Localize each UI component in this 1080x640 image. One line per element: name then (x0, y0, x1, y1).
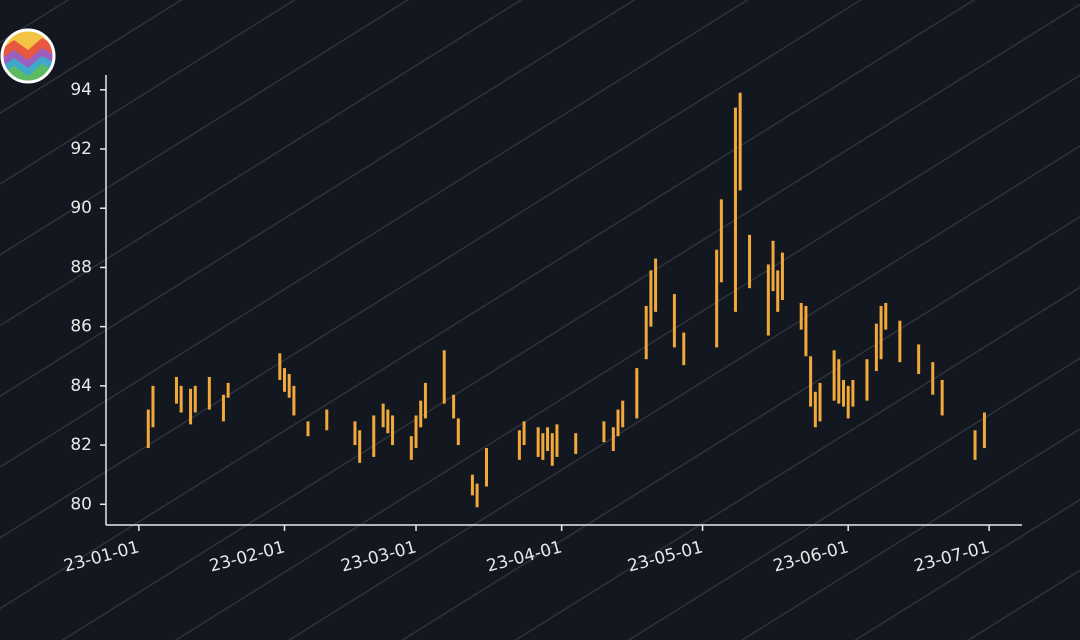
range-bar (372, 415, 376, 457)
range-bar (982, 412, 986, 449)
range-bar (536, 427, 540, 457)
range-bar (442, 350, 446, 404)
range-bar (748, 234, 752, 289)
x-tick-label: 23-03-01 (339, 537, 419, 576)
x-tick-label: 23-04-01 (485, 537, 565, 576)
range-bar (799, 302, 803, 330)
range-bar (226, 382, 230, 398)
range-bar (832, 350, 836, 401)
range-bar (386, 409, 390, 434)
range-bar (771, 240, 775, 292)
y-tick-label: 92 (70, 139, 92, 159)
range-bar (809, 356, 813, 407)
range-bar (555, 424, 559, 457)
range-bar (278, 353, 282, 380)
y-tick-label: 88 (70, 257, 92, 277)
x-tick-label: 23-06-01 (771, 537, 851, 576)
x-tick-label: 23-07-01 (912, 537, 992, 576)
range-bar (851, 379, 855, 407)
range-bar (452, 394, 456, 419)
logo (0, 28, 56, 84)
range-bar (649, 270, 653, 327)
range-bar (672, 294, 676, 348)
range-bar (682, 332, 686, 366)
range-bar (470, 474, 474, 496)
range-bar (931, 362, 935, 395)
range-bar (635, 368, 639, 419)
range-bar (146, 409, 150, 449)
range-bar (846, 385, 850, 419)
range-bar (381, 403, 385, 428)
range-bar (780, 252, 784, 300)
range-bar (174, 376, 178, 404)
range-bar (884, 302, 888, 330)
range-bar (358, 430, 362, 463)
x-tick-label: 23-01-01 (62, 537, 142, 576)
range-bar (917, 344, 921, 375)
range-bar (517, 430, 521, 460)
range-bar (818, 382, 822, 422)
range-bar (973, 430, 977, 460)
range-bar (522, 421, 526, 446)
range-bar (287, 374, 291, 398)
range-bar (874, 323, 878, 372)
range-bar (616, 409, 620, 437)
range-bar (391, 415, 395, 446)
range-bar (940, 379, 944, 416)
range-bar (221, 394, 225, 422)
range-bar (733, 107, 737, 312)
y-tick-label: 94 (70, 80, 92, 100)
y-tick-label: 84 (70, 376, 92, 396)
range-bar (621, 400, 625, 428)
y-tick-label: 82 (70, 435, 92, 455)
range-bar (813, 391, 817, 428)
range-bar (738, 92, 742, 191)
range-bar (898, 320, 902, 363)
range-bar (719, 199, 723, 283)
x-tick-label: 23-02-01 (207, 537, 287, 576)
range-bar (189, 388, 193, 425)
range-bar (193, 385, 197, 413)
range-bar (841, 379, 845, 407)
range-bar (151, 385, 155, 428)
range-bar (292, 385, 296, 416)
range-bar (283, 368, 287, 392)
range-bar (865, 359, 869, 401)
range-bar (550, 433, 554, 466)
range-bar (484, 448, 488, 487)
y-tick-label: 90 (70, 198, 92, 218)
range-bar (409, 436, 413, 460)
range-bar (325, 409, 329, 431)
range-bar (423, 382, 427, 419)
range-bar (611, 427, 615, 451)
range-bar (644, 305, 648, 360)
range-bar (837, 359, 841, 404)
range-bar (419, 400, 423, 428)
range-bar (804, 305, 808, 357)
range-bar (776, 270, 780, 312)
range-bar (766, 264, 770, 336)
range-bar (715, 249, 719, 348)
range-bar (602, 421, 606, 443)
range-bar (541, 433, 545, 460)
x-tick-label: 23-05-01 (625, 537, 705, 576)
range-bar (207, 376, 211, 410)
range-bar (475, 483, 479, 508)
y-tick-label: 86 (70, 317, 92, 337)
range-bar (546, 427, 550, 451)
range-bar (574, 433, 578, 454)
range-bar (456, 418, 460, 446)
range-bar (306, 421, 310, 437)
range-bar (414, 415, 418, 449)
range-bar (879, 305, 883, 360)
range-bar (654, 258, 658, 312)
range-bar (179, 385, 183, 413)
range-bar (353, 421, 357, 446)
y-tick-label: 80 (70, 494, 92, 514)
